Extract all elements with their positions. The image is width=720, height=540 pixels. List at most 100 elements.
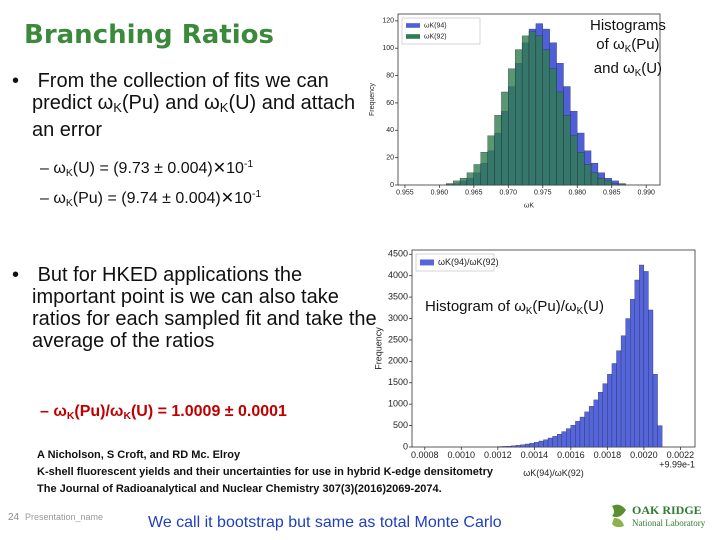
text: (Pu)/ω: [532, 298, 577, 315]
text: – ω: [40, 160, 66, 177]
text: – ω: [40, 190, 66, 207]
histogram-bar: [534, 442, 540, 448]
histogram-bar: [535, 35, 543, 186]
text: Histograms: [590, 17, 666, 34]
y-tick-label: 0: [390, 182, 394, 189]
histogram-bar: [611, 363, 617, 448]
histogram-bar: [561, 431, 567, 448]
histogram-bar: [543, 439, 549, 448]
text: K: [65, 198, 73, 209]
histogram-bar: [602, 383, 608, 448]
legend-label: ωK(94): [424, 22, 447, 29]
histogram-bar: [453, 180, 461, 186]
x-tick-label: 0.0018: [594, 450, 622, 460]
histogram-bar: [579, 416, 585, 448]
histogram-bar: [508, 68, 516, 186]
slide-title: Branching Ratios: [24, 20, 274, 50]
x-tick-label: 0.960: [431, 189, 449, 196]
histogram-bar: [630, 299, 635, 448]
histogram-bar: [657, 425, 663, 448]
legend-swatch: [406, 23, 420, 28]
x-tick-label: 0.0012: [484, 450, 512, 460]
text: K: [576, 306, 584, 317]
bullet: But for HKED applications the important …: [12, 264, 382, 352]
text: K: [624, 44, 632, 55]
histogram-bar: [588, 406, 594, 448]
y-tick-label: 4500: [388, 249, 408, 259]
text: (U) = 1.0009 ± 0.0001: [130, 403, 287, 420]
histogram-bar: [620, 335, 626, 448]
x-tick-label: 0.955: [396, 189, 414, 196]
x-tick-label: 0.0020: [630, 450, 658, 460]
text: K: [113, 100, 122, 115]
caption-line: and ωK(U): [590, 59, 666, 83]
histogram-bar: [590, 172, 599, 186]
text: (U) = (9.73 ± 0.004)✕10: [72, 160, 244, 177]
histogram-bar: [487, 135, 495, 186]
y-tick-label: 2500: [388, 334, 408, 344]
chart-caption: Histogram of ωK(Pu)/ωK(U): [425, 297, 604, 321]
histogram-bar: [618, 183, 626, 186]
text: K: [65, 168, 73, 179]
text: (Pu): [631, 36, 660, 53]
histogram-bar: [515, 49, 523, 186]
histogram-bar: [639, 264, 645, 448]
text: K: [634, 68, 642, 79]
histogram-bar: [570, 135, 578, 186]
histogram-bar: [525, 443, 530, 448]
x-tick-label: 0.0008: [411, 450, 439, 460]
y-tick-label: 1000: [388, 399, 408, 409]
histogram-bar: [643, 271, 649, 448]
histogram-bar: [529, 442, 535, 448]
sub-bullet: – ωK(Pu)/ωK(U) = 1.0009 ± 0.0001: [40, 402, 287, 427]
y-tick-label: 40: [386, 127, 394, 134]
text: and ω: [593, 60, 635, 77]
histogram-bar: [502, 446, 508, 448]
y-tick-label: 1500: [388, 377, 408, 387]
histogram-bar: [549, 68, 557, 186]
text: -1: [251, 189, 262, 200]
histogram-bar: [577, 152, 585, 186]
reference-line: The Journal of Radioanalytical and Nucle…: [37, 483, 442, 495]
histogram-bar: [584, 164, 592, 186]
x-tick-label: 0.985: [603, 189, 621, 196]
histogram-bar: [538, 440, 544, 448]
text: (Pu) and ω: [121, 92, 220, 114]
histogram-bar: [563, 115, 571, 186]
y-tick-label: 2000: [388, 356, 408, 366]
histogram-bar: [466, 172, 474, 186]
x-tick-label: 0.0022: [667, 450, 695, 460]
y-tick-label: 500: [393, 420, 408, 430]
histogram-bar: [597, 178, 605, 186]
histogram-bar: [520, 444, 526, 448]
histogram-bar: [494, 115, 502, 186]
text: of ω: [596, 36, 625, 53]
y-tick-label: 3500: [388, 291, 408, 301]
legend-label: ωK(92): [424, 33, 447, 40]
histogram-bar: [459, 178, 468, 186]
histogram-bar: [616, 350, 622, 448]
footer-note: We call it bootstrap but same as total M…: [148, 514, 502, 531]
histogram-bar: [566, 428, 571, 448]
y-tick-label: 0: [403, 441, 408, 451]
text: -1: [243, 159, 254, 170]
histogram-bar: [593, 399, 599, 448]
text: K: [123, 411, 131, 422]
text: – ω: [40, 403, 67, 420]
text: (U) and attach an error: [32, 92, 356, 141]
histogram-bar: [607, 374, 613, 448]
x-tick-label: 0.0014: [521, 450, 549, 460]
histogram-bar: [598, 392, 603, 448]
x-tick-label: 0.980: [568, 189, 586, 196]
legend-box: [401, 17, 481, 45]
x-tick-label: 0.0010: [448, 450, 476, 460]
page-number: 24: [8, 512, 20, 523]
histogram-bar: [547, 437, 553, 448]
histogram-bar: [570, 425, 576, 448]
sub-bullet: – ωK(Pu) = (9.74 ± 0.004)✕10-1: [40, 185, 261, 214]
x-tick-label: 0.990: [637, 189, 655, 196]
text: (Pu)/ω: [74, 403, 124, 420]
legend-label: ωK(94)/ωK(92): [438, 257, 499, 267]
